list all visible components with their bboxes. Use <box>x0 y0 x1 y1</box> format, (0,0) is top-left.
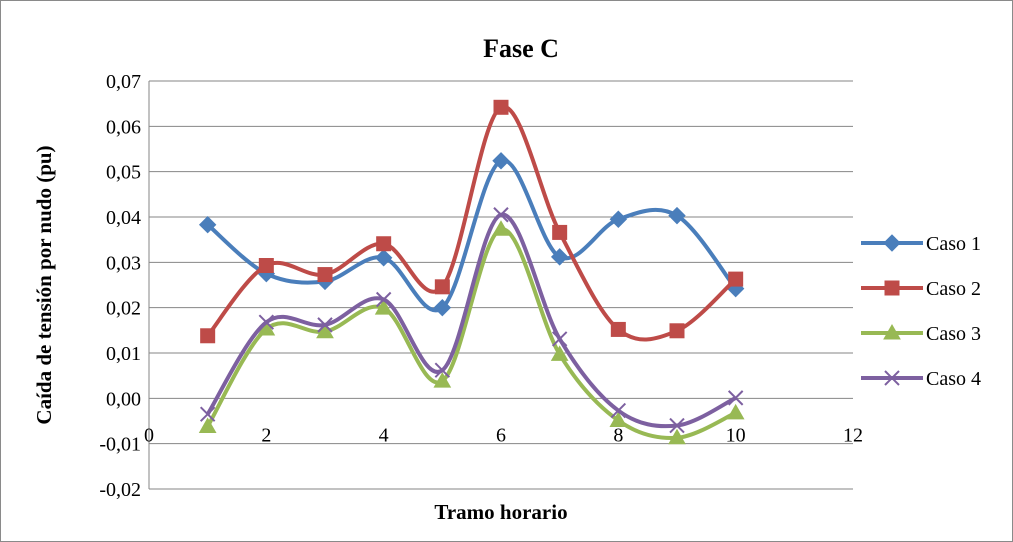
legend: Caso 1 Caso 2 Caso 3 Caso 4 <box>861 233 981 390</box>
data-point <box>317 267 333 283</box>
data-point <box>551 331 568 347</box>
data-point <box>609 210 628 228</box>
data-point <box>434 279 450 295</box>
legend-label: Caso 1 <box>926 233 981 255</box>
data-point <box>198 215 217 234</box>
x-tick-label: 10 <box>726 424 746 446</box>
data-point <box>493 207 509 223</box>
data-point <box>374 299 393 315</box>
data-point <box>258 314 275 330</box>
series-line <box>205 212 737 429</box>
data-point <box>316 322 334 339</box>
data-point <box>552 224 568 240</box>
data-point <box>493 99 509 115</box>
data-point <box>317 317 333 333</box>
series-line <box>206 105 738 342</box>
y-tick-label: 0,05 <box>106 162 141 184</box>
y-tick-label: -0,01 <box>99 434 141 456</box>
legend-marker <box>884 370 900 386</box>
legend-label: Caso 3 <box>926 323 981 345</box>
x-tick-label: 0 <box>144 424 154 446</box>
x-axis-title: Tramo horario <box>434 500 567 524</box>
data-point <box>610 321 626 337</box>
data-point <box>492 220 510 236</box>
data-point <box>433 372 452 388</box>
legend-marker <box>883 323 901 340</box>
data-point <box>550 345 569 361</box>
legend-marker <box>884 280 900 296</box>
y-tick-label: 0,07 <box>106 71 141 93</box>
data-point <box>376 236 392 252</box>
data-point <box>726 403 745 420</box>
data-point <box>434 362 451 378</box>
data-point <box>610 402 627 419</box>
x-tick-label: 8 <box>613 424 623 446</box>
x-tick-label: 2 <box>261 424 271 446</box>
y-tick-labels: -0,02 -0,01 0,00 0,01 0,02 0,03 0,04 0,05 0,06 0,… <box>99 71 141 501</box>
x-tick-label: 4 <box>379 424 389 446</box>
data-point <box>669 417 685 434</box>
y-tick-label: -0,02 <box>99 479 141 501</box>
data-point <box>374 249 393 267</box>
series-4 <box>199 207 744 434</box>
legend-item: Caso 3 <box>861 323 981 345</box>
data-point <box>609 411 628 428</box>
series-line <box>206 158 738 313</box>
data-point <box>375 291 392 308</box>
data-point <box>668 206 686 225</box>
data-point <box>198 417 217 433</box>
y-tick-label: 0,00 <box>106 388 141 410</box>
y-tick-label: 0,04 <box>106 207 141 229</box>
data-point <box>492 152 510 170</box>
series-3 <box>198 220 745 445</box>
series-layer <box>198 99 745 445</box>
series-2 <box>200 99 744 344</box>
data-point <box>200 328 216 344</box>
data-point <box>433 298 452 317</box>
legend-marker <box>883 234 901 252</box>
series-line <box>205 227 737 440</box>
chart-title: Fase C <box>483 34 559 63</box>
data-point <box>258 258 274 274</box>
y-axis-title: Caída de tensión por nudo (pu) <box>32 145 56 424</box>
data-point <box>727 390 744 406</box>
y-tick-label: 0,06 <box>106 116 141 138</box>
legend-item: Caso 2 <box>861 278 981 300</box>
y-tick-label: 0,03 <box>106 252 141 274</box>
legend-label: Caso 2 <box>926 278 981 300</box>
data-point <box>728 271 744 287</box>
data-point <box>550 248 569 266</box>
data-point <box>668 428 686 445</box>
x-tick-labels: 0 2 4 6 8 10 12 <box>144 424 863 446</box>
x-tick-label: 12 <box>843 424 863 446</box>
y-tick-label: 0,02 <box>106 298 141 320</box>
y-tick-label: 0,01 <box>106 343 141 365</box>
data-point <box>199 406 216 422</box>
legend-item: Caso 4 <box>861 368 981 390</box>
legend-label: Caso 4 <box>926 368 981 390</box>
data-point <box>669 323 685 339</box>
legend-item: Caso 1 <box>861 233 981 255</box>
x-tick-label: 6 <box>496 424 506 446</box>
